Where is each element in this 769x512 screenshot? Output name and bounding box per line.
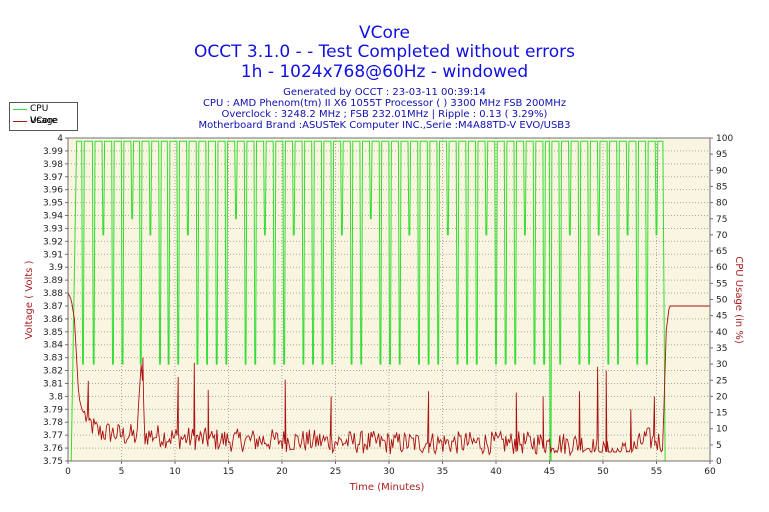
y-left-tick-label: 3.78	[43, 418, 63, 428]
y-right-tick-label: 50	[716, 296, 728, 306]
x-tick-label: 40	[490, 467, 502, 477]
y-left-tick-label: 3.95	[43, 199, 63, 209]
x-tick-label: 0	[65, 467, 71, 477]
y-left-tick-label: 3.77	[43, 431, 63, 441]
y-left-tick-label: 3.97	[43, 173, 63, 183]
y-right-tick-label: 15	[716, 409, 727, 419]
legend-label-cpu-usage: CPU Usage	[30, 104, 59, 126]
y-right-tick-label: 75	[716, 215, 727, 225]
x-tick-label: 35	[437, 467, 448, 477]
y-left-tick-label: 3.9	[49, 263, 64, 273]
x-tick-label: 30	[383, 467, 395, 477]
y-right-tick-label: 80	[716, 199, 728, 209]
y-right-tick-label: 30	[716, 360, 728, 370]
y-left-tick-label: 3.86	[43, 315, 63, 325]
y-left-tick-label: 3.87	[43, 302, 63, 312]
y-left-tick-label: 3.99	[43, 147, 63, 157]
info-motherboard: Motherboard Brand :ASUSTeK Computer INC.…	[198, 120, 571, 131]
y-left-tick-label: 3.85	[43, 328, 63, 338]
x-tick-label: 20	[276, 467, 288, 477]
x-axis-label: Time (Minutes)	[349, 482, 425, 493]
y-left-tick-label: 3.75	[43, 457, 63, 467]
y-left-tick-label: 3.92	[43, 237, 63, 247]
y-right-tick-label: 35	[716, 344, 727, 354]
y-left-tick-label: 3.89	[43, 276, 63, 286]
legend-swatch-cpu-usage	[13, 109, 27, 110]
legend-item-cpu-usage: CPU Usage	[10, 103, 77, 126]
x-tick-label: 25	[330, 467, 341, 477]
x-tick-label: 50	[597, 467, 609, 477]
y-right-tick-label: 5	[716, 441, 722, 451]
x-tick-label: 55	[651, 467, 662, 477]
y-right-tick-label: 25	[716, 376, 727, 386]
x-tick-label: 45	[544, 467, 555, 477]
legend-label-vcore: VCore	[30, 116, 57, 126]
x-tick-label: 10	[169, 467, 181, 477]
y-right-tick-label: 10	[716, 425, 728, 435]
y-right-tick-label: 45	[716, 312, 727, 322]
y-axis-label-left: Voltage ( Volts )	[24, 260, 35, 339]
y-right-tick-label: 85	[716, 182, 727, 192]
y-right-tick-label: 95	[716, 150, 727, 160]
y-right-tick-label: 65	[716, 247, 727, 257]
chart-subtitle-mode: 1h - 1024x768@60Hz - windowed	[240, 62, 529, 82]
series-vcore	[67, 292, 710, 457]
y-right-tick-label: 90	[716, 166, 728, 176]
y-axis-label-right: CPU Usage (in %)	[733, 256, 744, 344]
y-left-tick-label: 3.93	[43, 224, 63, 234]
info-overclock: Overclock : 3248.2 MHz ; FSB 232.01MHz |…	[221, 109, 548, 120]
chart-legend: CPU Usage VCore	[9, 102, 78, 131]
chart-title: VCore	[359, 23, 410, 43]
x-tick-label: 60	[704, 467, 716, 477]
y-left-tick-label: 3.88	[43, 289, 63, 299]
y-right-tick-label: 60	[716, 263, 728, 273]
y-left-tick-label: 3.94	[43, 212, 63, 222]
y-right-tick-label: 70	[716, 231, 728, 241]
chart-subtitle-test: OCCT 3.1.0 - - Test Completed without er…	[194, 42, 575, 62]
y-left-tick-label: 3.84	[43, 341, 63, 351]
legend-swatch-vcore	[13, 121, 27, 122]
y-left-tick-label: 3.76	[43, 444, 63, 454]
series-cpu-usage	[68, 140, 710, 462]
y-right-tick-label: 55	[716, 279, 727, 289]
y-right-tick-label: 20	[716, 392, 728, 402]
y-left-tick-label: 3.83	[43, 354, 63, 364]
y-left-tick-label: 3.98	[43, 160, 63, 170]
y-right-tick-label: 0	[716, 457, 722, 467]
legend-item-vcore: VCore	[10, 115, 77, 127]
info-cpu: CPU : AMD Phenom(tm) II X6 1055T Process…	[202, 98, 567, 109]
y-right-tick-label: 40	[716, 328, 728, 338]
y-right-tick-label: 100	[716, 134, 733, 144]
info-generated: Generated by OCCT : 23-03-11 00:39:14	[283, 87, 486, 98]
y-left-tick-label: 3.81	[43, 379, 63, 389]
y-left-tick-label: 4	[57, 134, 63, 144]
y-left-tick-label: 3.79	[43, 405, 63, 415]
y-left-tick-label: 3.96	[43, 186, 63, 196]
y-left-tick-label: 3.8	[49, 392, 64, 402]
x-tick-label: 5	[119, 467, 125, 477]
y-left-tick-label: 3.82	[43, 367, 63, 377]
x-tick-label: 15	[223, 467, 234, 477]
y-left-tick-label: 3.91	[43, 250, 63, 260]
